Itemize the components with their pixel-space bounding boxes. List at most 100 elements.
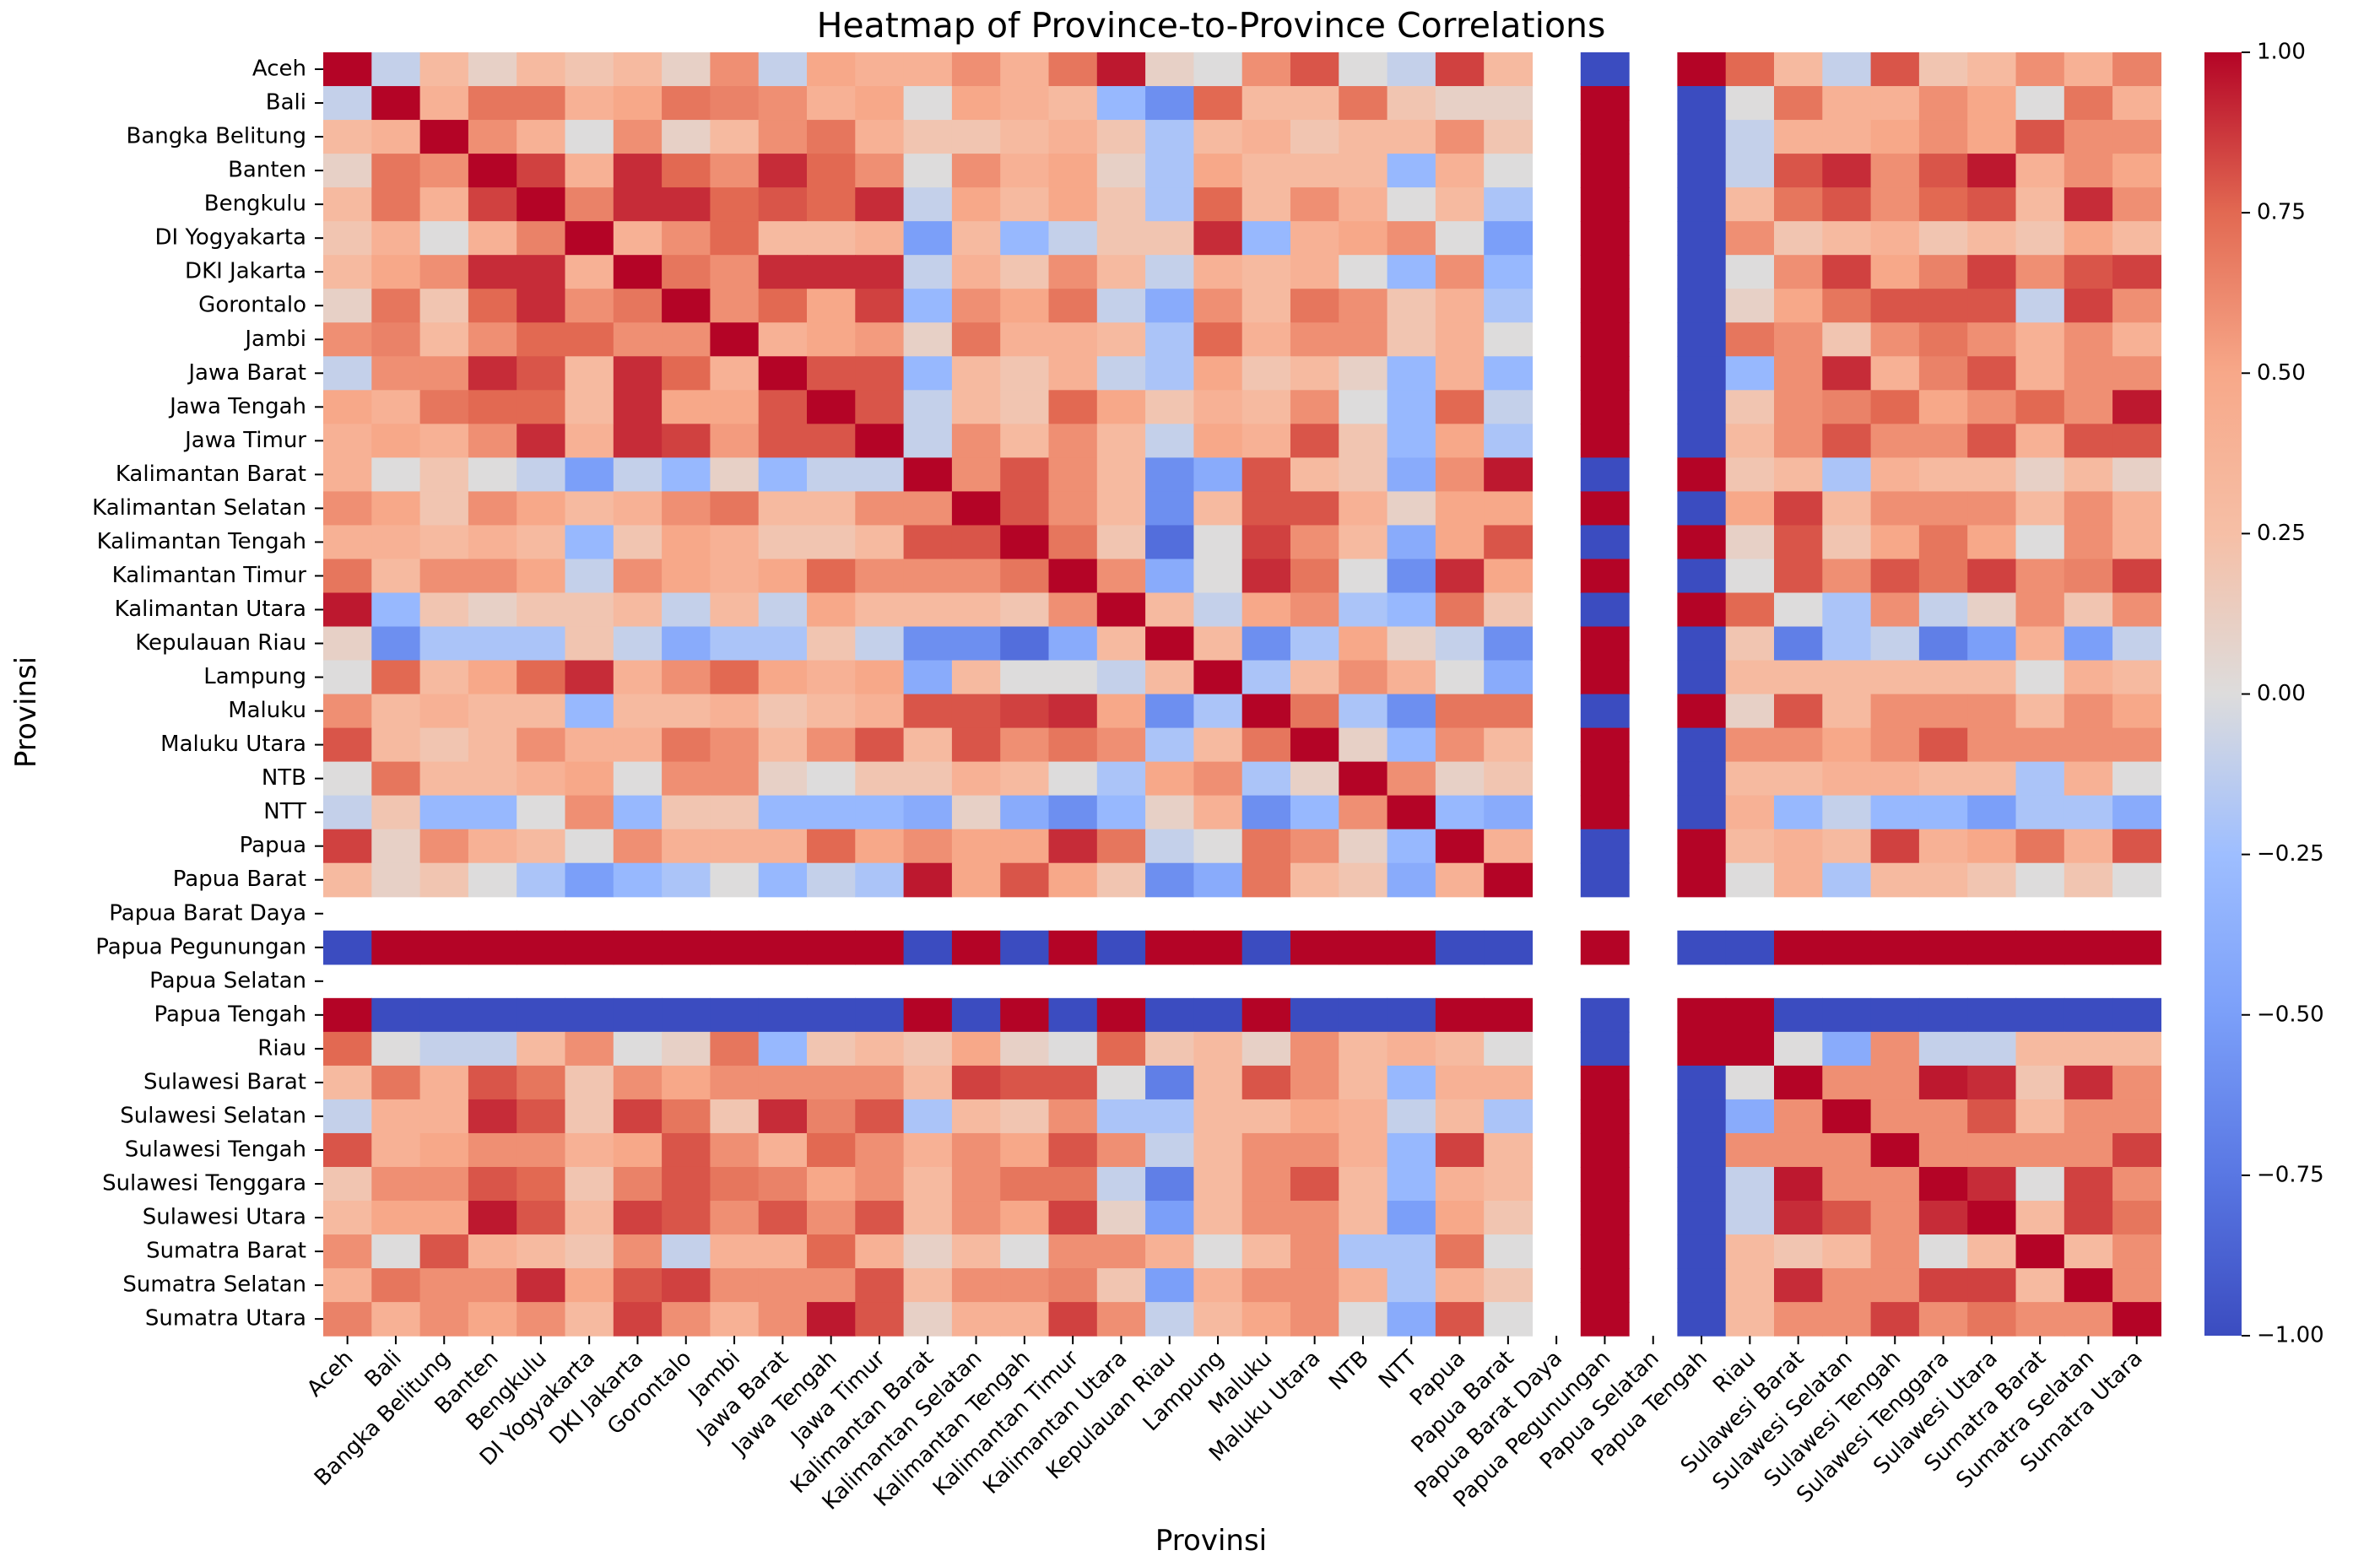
heatmap-cell <box>1048 930 1098 965</box>
heatmap-cell <box>419 187 469 222</box>
heatmap-cell <box>758 491 808 527</box>
heatmap-cell <box>758 1132 808 1168</box>
heatmap-cell <box>1918 457 1968 492</box>
heatmap-cell <box>758 862 808 898</box>
heatmap-cell <box>807 1099 856 1134</box>
heatmap-cell <box>1048 52 1098 87</box>
heatmap-cell <box>1241 1268 1291 1303</box>
heatmap-cell <box>1096 626 1146 662</box>
heatmap-cell <box>662 1132 711 1168</box>
heatmap-cell <box>2015 255 2065 289</box>
heatmap-cell <box>1580 1201 1630 1235</box>
heatmap-cell <box>2064 120 2113 154</box>
heatmap-cell <box>903 322 953 357</box>
heatmap-cell <box>1048 322 1098 357</box>
heatmap-cell <box>2112 154 2161 188</box>
heatmap-cell <box>1000 862 1050 898</box>
heatmap-cell <box>1096 795 1146 830</box>
heatmap-cell <box>2064 187 2113 222</box>
heatmap-cell <box>903 761 953 797</box>
heatmap-cell <box>1725 356 1775 391</box>
heatmap-cell <box>371 390 421 424</box>
heatmap-cell <box>1193 795 1243 830</box>
heatmap-cell <box>1677 255 1727 289</box>
y-tick-label: Jambi <box>243 327 306 352</box>
heatmap-cell <box>468 795 517 830</box>
heatmap-cell <box>758 1099 808 1134</box>
heatmap-cell <box>1677 86 1727 121</box>
heatmap-cell <box>565 221 614 256</box>
heatmap-cell <box>1193 862 1243 898</box>
heatmap-cell <box>1435 525 1485 560</box>
heatmap-cell <box>951 829 1001 864</box>
heatmap-cell <box>758 424 808 458</box>
heatmap-cell <box>517 221 566 256</box>
heatmap-cell <box>662 559 711 594</box>
heatmap-cell <box>855 559 905 594</box>
heatmap-cell <box>1774 457 1823 492</box>
heatmap-cell <box>468 862 517 898</box>
heatmap-cell <box>1918 491 1968 527</box>
heatmap-cell <box>662 997 711 1033</box>
heatmap-cell <box>1048 559 1098 594</box>
heatmap-cell <box>1822 390 1872 424</box>
heatmap-cell <box>1484 525 1533 560</box>
heatmap-cell <box>2015 457 2065 492</box>
heatmap-cell <box>1967 829 2017 864</box>
heatmap-cell <box>371 1031 421 1067</box>
heatmap-cell <box>613 52 663 87</box>
heatmap-cell <box>951 491 1001 527</box>
heatmap-cell <box>1435 390 1485 424</box>
heatmap-cell <box>323 795 372 830</box>
heatmap-cell <box>323 1031 372 1067</box>
y-tick-label: Jawa Barat <box>187 360 306 386</box>
heatmap-cell <box>1193 1302 1243 1337</box>
heatmap-cell <box>1241 1099 1291 1134</box>
heatmap-cell <box>2064 255 2113 289</box>
heatmap-cell <box>1967 86 2017 121</box>
heatmap-cell <box>1193 1031 1243 1067</box>
heatmap-cell <box>1241 154 1291 188</box>
heatmap-cell <box>951 255 1001 289</box>
heatmap-cell <box>1000 457 1050 492</box>
heatmap-cell <box>1870 829 1920 864</box>
heatmap-cell <box>2015 1132 2065 1168</box>
heatmap-cell <box>1822 727 1872 763</box>
heatmap-cell <box>903 52 953 87</box>
heatmap-cell <box>1822 1268 1872 1303</box>
heatmap-cell <box>1435 154 1485 188</box>
heatmap-cell <box>1774 52 1823 87</box>
heatmap-cell <box>951 1065 1001 1100</box>
heatmap-cell <box>419 1132 469 1168</box>
heatmap-cell <box>1822 592 1872 628</box>
heatmap-cell <box>2112 1234 2161 1269</box>
heatmap-cell <box>1870 1201 1920 1235</box>
heatmap-cell <box>1677 120 1727 154</box>
colorbar-tick-label: 0.25 <box>2257 521 2306 546</box>
heatmap-cell <box>1774 154 1823 188</box>
heatmap-cell <box>662 120 711 154</box>
heatmap-cell <box>2015 525 2065 560</box>
y-tick-label: Gorontalo <box>198 293 306 318</box>
y-tick-label: Papua Tengah <box>154 1002 306 1027</box>
heatmap-cell <box>565 795 614 830</box>
heatmap-cell <box>371 694 421 729</box>
y-tick-label: Papua Pegunungan <box>95 934 306 959</box>
heatmap-cell <box>758 727 808 763</box>
heatmap-cell <box>1484 1065 1533 1100</box>
heatmap-cell <box>1484 795 1533 830</box>
heatmap-cell <box>1387 829 1436 864</box>
heatmap-cell <box>517 1031 566 1067</box>
heatmap-cell <box>758 255 808 289</box>
heatmap-cell <box>565 997 614 1033</box>
y-tick-label: Riau <box>257 1035 306 1061</box>
heatmap-cell <box>565 761 614 797</box>
heatmap-cell <box>807 559 856 594</box>
heatmap-cell <box>1290 660 1339 695</box>
heatmap-cell <box>1435 559 1485 594</box>
heatmap-cell <box>565 1065 614 1100</box>
heatmap-cell <box>1484 289 1533 323</box>
heatmap-cell <box>903 660 953 695</box>
heatmap-cell <box>1000 154 1050 188</box>
heatmap-cell <box>1967 1201 2017 1235</box>
